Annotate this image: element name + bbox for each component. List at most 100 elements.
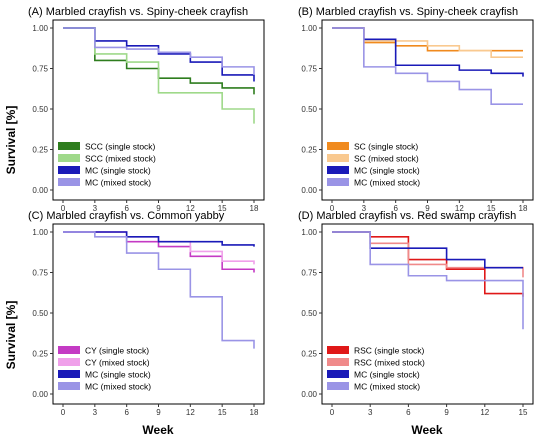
legend-swatch xyxy=(327,382,349,390)
x-tick-label: 0 xyxy=(61,204,66,213)
x-tick-label: 0 xyxy=(61,408,66,417)
legend-label: MC (single stock) xyxy=(354,166,420,176)
survival-curve-series-3 xyxy=(332,27,523,105)
y-tick-label: 1.00 xyxy=(301,24,317,33)
legend-label: MC (single stock) xyxy=(354,370,420,380)
survival-curve-series-3 xyxy=(332,231,524,330)
y-tick-label: 0.00 xyxy=(32,390,48,399)
x-tick-label: 15 xyxy=(218,204,227,213)
x-tick-label: 0 xyxy=(330,408,335,417)
x-tick-label: 18 xyxy=(250,408,259,417)
legend-swatch xyxy=(327,370,349,378)
legend-label: SC (mixed stock) xyxy=(354,154,419,164)
legend-swatch xyxy=(58,382,80,390)
y-tick-label: 1.00 xyxy=(32,24,48,33)
x-tick-label: 0 xyxy=(330,204,335,213)
x-tick-label: 6 xyxy=(124,204,129,213)
x-tick-label: 3 xyxy=(368,408,373,417)
legend-label: SC (single stock) xyxy=(354,142,418,152)
legend-label: SCC (mixed stock) xyxy=(85,154,156,164)
survival-curve-series-3 xyxy=(63,27,255,75)
panel-c: (C) Marbled crayfish vs. Common yabby 0 3… xyxy=(28,210,265,417)
x-tick-label: 12 xyxy=(186,204,195,213)
y-tick-label: 1.00 xyxy=(301,228,317,237)
y-tick-label: 0.25 xyxy=(32,350,48,359)
survival-curve-series-1 xyxy=(332,27,523,58)
x-axis-label-right: Week xyxy=(411,423,442,437)
y-tick-label: 0.00 xyxy=(301,390,317,399)
legend-label: MC (single stock) xyxy=(85,370,151,380)
y-tick-label: 0.75 xyxy=(32,65,48,74)
panel-title: (A) Marbled crayfish vs. Spiny-cheek cra… xyxy=(28,6,248,18)
x-tick-label: 9 xyxy=(156,204,161,213)
legend-swatch xyxy=(327,154,349,162)
survival-curve-series-3 xyxy=(63,231,255,349)
y-tick-label: 0.00 xyxy=(32,186,48,195)
x-tick-label: 15 xyxy=(519,408,528,417)
y-axis-label-top: Survival [%] xyxy=(4,106,18,175)
x-tick-label: 3 xyxy=(93,204,98,213)
y-tick-label: 0.25 xyxy=(301,146,317,155)
y-tick-label: 0.75 xyxy=(301,269,317,278)
y-tick-label: 0.50 xyxy=(32,309,48,318)
survival-curve-series-2 xyxy=(63,231,255,247)
panel-title: (B) Marbled crayfish vs. Spiny-cheek cra… xyxy=(298,6,518,18)
x-tick-label: 15 xyxy=(487,204,496,213)
legend-label: RSC (single stock) xyxy=(354,346,425,356)
legend-label: MC (mixed stock) xyxy=(354,382,420,392)
panel-a: (A) Marbled crayfish vs. Spiny-cheek cra… xyxy=(28,6,265,213)
legend-swatch xyxy=(58,154,80,162)
legend-label: MC (single stock) xyxy=(85,166,151,176)
y-axis-label-bottom: Survival [%] xyxy=(4,301,18,370)
x-tick-label: 3 xyxy=(362,204,367,213)
y-tick-label: 0.25 xyxy=(301,350,317,359)
x-tick-label: 9 xyxy=(156,408,161,417)
survival-curve-series-1 xyxy=(63,27,255,124)
x-tick-label: 18 xyxy=(250,204,259,213)
y-tick-label: 0.25 xyxy=(32,146,48,155)
x-tick-label: 6 xyxy=(124,408,129,417)
y-tick-label: 0.75 xyxy=(32,269,48,278)
panel-title: (C) Marbled crayfish vs. Common yabby xyxy=(28,210,225,222)
panel-title: (D) Marbled crayfish vs. Red swamp crayf… xyxy=(298,210,516,222)
survival-curve-series-0 xyxy=(332,27,523,52)
y-tick-label: 1.00 xyxy=(32,228,48,237)
x-tick-label: 12 xyxy=(186,408,195,417)
panel-d: (D) Marbled crayfish vs. Red swamp crayf… xyxy=(298,210,534,417)
y-tick-label: 0.75 xyxy=(301,65,317,74)
x-tick-label: 9 xyxy=(444,408,449,417)
legend-swatch xyxy=(327,358,349,366)
legend-swatch xyxy=(327,178,349,186)
y-tick-label: 0.00 xyxy=(301,186,317,195)
legend-swatch xyxy=(58,370,80,378)
legend-swatch xyxy=(327,346,349,354)
legend-swatch xyxy=(327,166,349,174)
legend-swatch xyxy=(327,142,349,150)
survival-curve-series-2 xyxy=(332,231,523,269)
legend-label: MC (mixed stock) xyxy=(85,178,151,188)
legend-label: MC (mixed stock) xyxy=(354,178,420,188)
legend-swatch xyxy=(58,358,80,366)
legend-swatch xyxy=(58,346,80,354)
legend-label: RSC (mixed stock) xyxy=(354,358,425,368)
x-tick-label: 18 xyxy=(519,204,528,213)
legend-label: SCC (single stock) xyxy=(85,142,156,152)
x-tick-label: 9 xyxy=(425,204,430,213)
legend-label: CY (single stock) xyxy=(85,346,149,356)
y-tick-label: 0.50 xyxy=(301,309,317,318)
x-tick-label: 6 xyxy=(393,204,398,213)
x-tick-label: 3 xyxy=(93,408,98,417)
legend-swatch xyxy=(58,142,80,150)
survival-curve-series-1 xyxy=(332,231,524,278)
x-tick-label: 15 xyxy=(218,408,227,417)
legend-swatch xyxy=(58,178,80,186)
x-axis-label-left: Week xyxy=(142,423,173,437)
plot-frame xyxy=(321,223,534,405)
legend-swatch xyxy=(58,166,80,174)
x-tick-label: 12 xyxy=(480,408,489,417)
x-tick-label: 6 xyxy=(406,408,411,417)
panel-b: (B) Marbled crayfish vs. Spiny-cheek cra… xyxy=(298,6,534,213)
y-tick-label: 0.50 xyxy=(301,105,317,114)
survival-curve-series-2 xyxy=(332,27,524,77)
